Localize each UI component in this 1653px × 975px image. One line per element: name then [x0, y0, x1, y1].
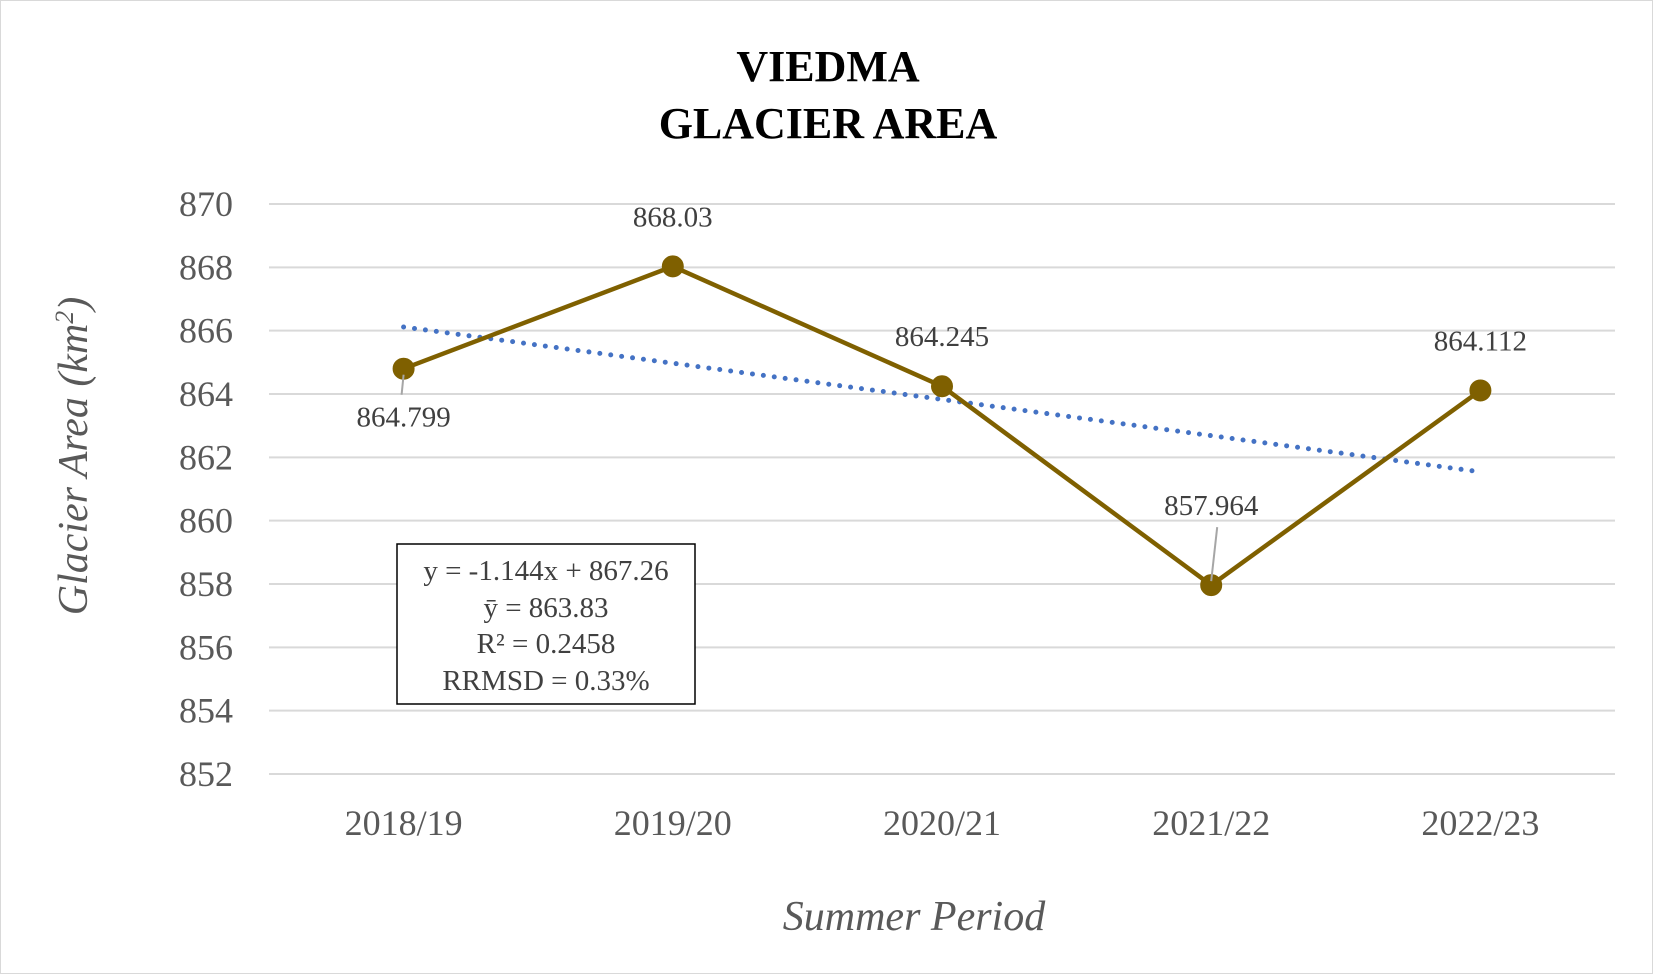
series-line [402, 264, 1482, 588]
y-tick-labels: 852 854 856 858 860 862 864 866 868 870 [179, 184, 233, 794]
x-tick-labels: 2018/19 2019/20 2020/21 2021/22 2022/23 [345, 803, 1540, 843]
y-tick-868: 868 [179, 247, 233, 287]
data-point-2022-23 [1469, 379, 1492, 402]
y-tick-870: 870 [179, 184, 233, 224]
r-squared-value: R² = 0.2458 [477, 628, 616, 660]
data-label-2019-20: 868.03 [633, 201, 713, 233]
data-label-2021-22: 857.964 [1164, 490, 1259, 522]
data-label-leader [400, 374, 405, 395]
data-point-2019-20 [661, 255, 684, 278]
y-tick-856: 856 [179, 627, 233, 667]
y-tick-866: 866 [179, 311, 233, 351]
chart-title-line-2: GLACIER AREA [659, 99, 998, 148]
x-tick-2022-23: 2022/23 [1421, 803, 1539, 843]
x-tick-2019-20: 2019/20 [614, 803, 732, 843]
regression-stats-box: y = -1.144x + 867.26 ȳ = 863.83 R² = 0.2… [396, 543, 696, 705]
y-tick-860: 860 [179, 501, 233, 541]
y-tick-864: 864 [179, 374, 233, 414]
y-tick-854: 854 [179, 691, 233, 731]
series-layer [392, 255, 1492, 597]
y-axis-label: Glacier Area (km2) [50, 297, 97, 616]
regression-stats-border [396, 543, 696, 705]
data-label-2022-23: 864.112 [1434, 325, 1527, 357]
data-label-leader [1210, 527, 1219, 582]
x-tick-2021-22: 2021/22 [1152, 803, 1270, 843]
x-tick-2020-21: 2020/21 [883, 803, 1001, 843]
data-label-2018-19: 864.799 [356, 402, 450, 434]
y-tick-862: 862 [179, 437, 233, 477]
data-label-2020-21: 864.245 [895, 321, 989, 353]
x-axis-label: Summer Period [783, 894, 1046, 940]
data-label-layer: 864.799 868.03 864.245 857.964 864.112 [356, 201, 1527, 582]
rrmsd-value: RRMSD = 0.33% [442, 665, 649, 697]
x-tick-2018-19: 2018/19 [345, 803, 463, 843]
mean-value: ȳ = 863.83 [483, 592, 608, 624]
chart-title-line-1: VIEDMA [736, 42, 920, 91]
regression-equation: y = -1.144x + 867.26 [423, 555, 668, 587]
y-tick-858: 858 [179, 564, 233, 604]
data-point-2020-21 [931, 375, 953, 398]
y-tick-852: 852 [179, 754, 233, 794]
